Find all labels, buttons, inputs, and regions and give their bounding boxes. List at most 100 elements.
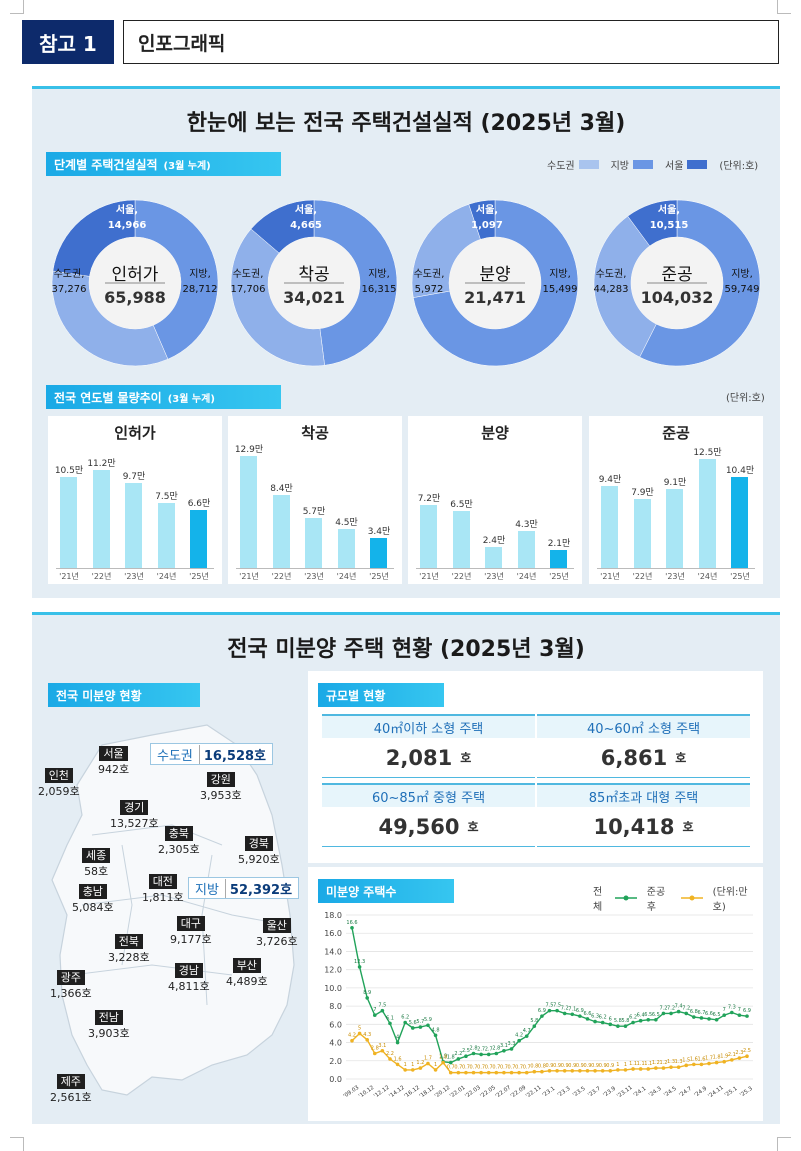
bar bbox=[190, 510, 207, 568]
total-point bbox=[730, 1010, 734, 1015]
donut-metro-label-line: 수도권, bbox=[595, 269, 627, 280]
point-value-label: 0.7 bbox=[492, 1065, 500, 1071]
point-value-label: 4.7 bbox=[523, 1028, 531, 1034]
city-value: 3,953호 bbox=[200, 789, 242, 802]
bar-card-title: 인허가 bbox=[114, 424, 156, 442]
x-tick-label: '23.11 bbox=[616, 1085, 634, 1100]
point-value-label: 0.7 bbox=[515, 1065, 523, 1071]
donut-local-label-line: 지방, bbox=[549, 269, 571, 280]
total-point bbox=[509, 1047, 514, 1051]
point-value-label: 0.7 bbox=[470, 1065, 478, 1071]
bar-card: 착공 12.9만 '21년 8.4만 '22년 5.7만 '23년 4.5만 '24년 3.4만 '… bbox=[228, 416, 402, 584]
bar-baseline bbox=[56, 568, 214, 569]
donut-chart: 준공 104,032 서울, 10,515 수도권, 44,283 지방, 59,749 bbox=[592, 198, 762, 368]
point-value-label: 2.8 bbox=[470, 1045, 478, 1051]
completed-point bbox=[745, 1054, 749, 1059]
point-value-label: 6.5 bbox=[644, 1012, 652, 1018]
y-tick-label: 10.0 bbox=[324, 984, 342, 993]
unsold-panel: 전국 미분양 주택 현황 (2025년 3월) 전국 미분양 현황 수도권 16… bbox=[32, 612, 780, 1124]
section-ribbon: 단계별 주택건설실적 (3월 누계) bbox=[46, 152, 281, 176]
bar-value-label: 2.4만 bbox=[482, 536, 506, 547]
value-text: 49,560 bbox=[378, 814, 460, 839]
size-value: 10,418 호 bbox=[537, 807, 750, 847]
donut-local-label: 지방, 16,315 bbox=[357, 267, 401, 297]
bar bbox=[485, 547, 502, 568]
bar bbox=[550, 549, 567, 568]
city-label: 경남 4,811호 bbox=[168, 963, 210, 995]
ribbon-note: (3월 누계) bbox=[167, 393, 215, 405]
point-value-label: 1.8 bbox=[439, 1055, 447, 1061]
value-text: 6,861 bbox=[600, 745, 668, 770]
city-name: 인천 bbox=[44, 768, 73, 783]
total-point bbox=[714, 1017, 719, 1022]
total-point bbox=[433, 1033, 438, 1038]
city-label: 충남 5,084호 bbox=[72, 884, 114, 916]
point-value-label: 1.1 bbox=[644, 1061, 652, 1067]
total-point bbox=[585, 1017, 590, 1021]
city-value: 13,527호 bbox=[110, 817, 159, 830]
bar-tick-label: '22년 bbox=[632, 572, 653, 581]
point-value-label: 1.2 bbox=[416, 1060, 424, 1066]
total-point bbox=[631, 1020, 635, 1025]
donut-metro-label-line: 수도권, bbox=[232, 269, 264, 280]
point-value-label: 5.7 bbox=[416, 1019, 424, 1025]
total-point bbox=[418, 1025, 423, 1029]
bar-tick-label: '21년 bbox=[239, 572, 259, 581]
completed-point bbox=[357, 1031, 362, 1036]
bar-value-label: 11.2만 bbox=[87, 459, 116, 470]
point-value-label: 1.2 bbox=[659, 1060, 667, 1066]
total-point bbox=[555, 1008, 559, 1013]
completed-point bbox=[532, 1069, 537, 1074]
bar-card: 준공 9.4만 '21년 7.9만 '22년 9.1만 '23년 12.5만 '24년 10.4만… bbox=[589, 416, 763, 584]
donut-metro-label-line: 수도권, bbox=[413, 269, 445, 280]
point-value-label: 7.2 bbox=[682, 1005, 690, 1011]
point-value-label: 0.9 bbox=[576, 1063, 584, 1069]
point-value-label: 1.9 bbox=[720, 1054, 728, 1060]
unit-text: 호 bbox=[467, 820, 479, 834]
total-point bbox=[684, 1011, 689, 1016]
completed-point bbox=[547, 1069, 552, 1073]
total-point bbox=[448, 1060, 453, 1065]
point-value-label: 0.9 bbox=[568, 1063, 576, 1069]
bar-tick-label: '24년 bbox=[336, 572, 357, 581]
point-value-label: 5.8 bbox=[614, 1018, 622, 1024]
donut-local-label: 지방, 59,749 bbox=[720, 267, 764, 297]
city-name: 부산 bbox=[232, 958, 261, 973]
metro-total-box: 수도권 16,528호 bbox=[150, 743, 274, 765]
total-point bbox=[638, 1018, 643, 1023]
bar-tick-label: '21년 bbox=[59, 572, 79, 581]
completed-point bbox=[403, 1068, 407, 1072]
bar bbox=[240, 455, 257, 568]
completed-point bbox=[737, 1056, 742, 1060]
completed-point bbox=[669, 1065, 673, 1069]
bar-tick-label: '24년 bbox=[697, 572, 718, 581]
completed-point bbox=[456, 1070, 461, 1075]
city-value: 1,366호 bbox=[50, 987, 92, 1000]
total-point bbox=[608, 1022, 613, 1027]
bar bbox=[517, 530, 535, 568]
point-value-label: 6.2 bbox=[401, 1015, 409, 1021]
bar-tick-label: '23년 bbox=[665, 572, 685, 581]
total-point bbox=[403, 1020, 407, 1025]
bar-value-label: 9.1만 bbox=[663, 477, 687, 488]
city-name: 세종 bbox=[82, 848, 111, 863]
bar-value-label: 10.4만 bbox=[725, 466, 755, 477]
legend-label: 서울 bbox=[665, 161, 684, 172]
point-value-label: 0.7 bbox=[508, 1065, 516, 1071]
completed-point bbox=[441, 1060, 445, 1065]
city-name: 서울 bbox=[99, 746, 128, 761]
point-value-label: 6.4 bbox=[637, 1013, 645, 1019]
donut-seoul-label-line: 서울, bbox=[115, 205, 139, 216]
total-point bbox=[616, 1024, 620, 1028]
completed-point bbox=[479, 1070, 483, 1075]
completed-point bbox=[555, 1069, 559, 1073]
donut-local-label-line: 지방, bbox=[368, 269, 390, 280]
point-value-label: 1.8 bbox=[447, 1055, 455, 1061]
bar-value-label: 12.9만 bbox=[234, 444, 264, 455]
legend-swatch bbox=[681, 895, 703, 901]
point-value-label: 0.8 bbox=[530, 1064, 538, 1070]
donut-metro-label: 수도권, 44,283 bbox=[589, 267, 633, 297]
y-tick-label: 6.0 bbox=[329, 1020, 342, 1029]
bar-baseline bbox=[597, 568, 755, 569]
donut-seoul-label: 서울, 14,966 bbox=[92, 203, 162, 233]
